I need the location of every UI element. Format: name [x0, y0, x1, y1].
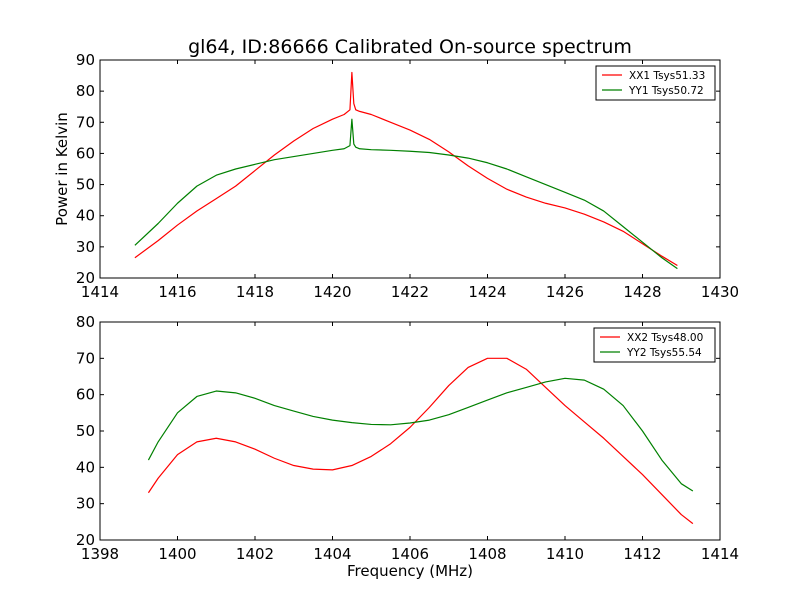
plot2-ytick-label: 40 — [76, 458, 95, 476]
plot2-xtick-label: 1406 — [391, 545, 429, 563]
plot1-series-line-2 — [134, 118, 678, 270]
plot2-legend-box — [593, 327, 716, 363]
plot1-xtick-label: 1424 — [468, 283, 506, 301]
plot2-series-line-1 — [147, 357, 694, 525]
plot1-ytick-label: 80 — [76, 82, 95, 100]
plot1-xtick-label: 1418 — [236, 283, 274, 301]
plot1-ylabel: Power in Kelvin — [53, 112, 71, 226]
plot1-ytick-label: 40 — [76, 207, 95, 225]
plot1-legend-entry-2: YY1 Tsys50.72 — [628, 85, 704, 97]
plot2-legend-entry-2: YY2 Tsys55.54 — [626, 347, 702, 359]
plot2-ytick-label: 80 — [76, 313, 95, 331]
plot1-ytick-label: 60 — [76, 144, 95, 162]
plot2-xtick-label: 1404 — [313, 545, 351, 563]
plot2-ytick-label: 20 — [76, 531, 95, 549]
plot1-ytick-label: 30 — [76, 238, 95, 256]
plot1-xtick-label: 1430 — [701, 283, 739, 301]
plot2-xtick-label: 1410 — [546, 545, 584, 563]
plot1-xtick-label: 1422 — [391, 283, 429, 301]
plot2-legend-entry-1: XX2 Tsys48.00 — [627, 332, 703, 344]
plot1-xtick-label: 1428 — [623, 283, 661, 301]
plot1-legend-box — [595, 65, 716, 101]
plot2-xtick-label: 1408 — [468, 545, 506, 563]
plot2-xtick-label: 1412 — [623, 545, 661, 563]
plot1-xtick-label: 1426 — [546, 283, 584, 301]
plot1-legend-entry-1: XX1 Tsys51.33 — [629, 70, 705, 82]
plot2-xtick-label: 1402 — [236, 545, 274, 563]
plot1-ytick-label: 50 — [76, 176, 95, 194]
plot1-xtick-label: 1416 — [158, 283, 196, 301]
plot2-ytick-label: 70 — [76, 349, 95, 367]
plot1-series-line-1 — [134, 71, 678, 267]
plot1-ytick-label: 70 — [76, 113, 95, 131]
plot1-ytick-label: 90 — [76, 51, 95, 69]
plot2-ytick-label: 60 — [76, 386, 95, 404]
plot1-xtick-label: 1414 — [81, 283, 119, 301]
plot1-ytick-label: 20 — [76, 269, 95, 287]
plot1-xtick-label: 1420 — [313, 283, 351, 301]
plot2-xlabel: Frequency (MHz) — [347, 562, 473, 580]
plot2-ytick-label: 30 — [76, 495, 95, 513]
plot2-xtick-label: 1400 — [158, 545, 196, 563]
plot2-ytick-label: 50 — [76, 422, 95, 440]
plot2-xtick-label: 1398 — [81, 545, 119, 563]
plot1-title: gl64, ID:86666 Calibrated On-source spec… — [188, 36, 632, 58]
plot2-series-line-2 — [147, 377, 694, 492]
plot2-xtick-label: 1414 — [701, 545, 739, 563]
